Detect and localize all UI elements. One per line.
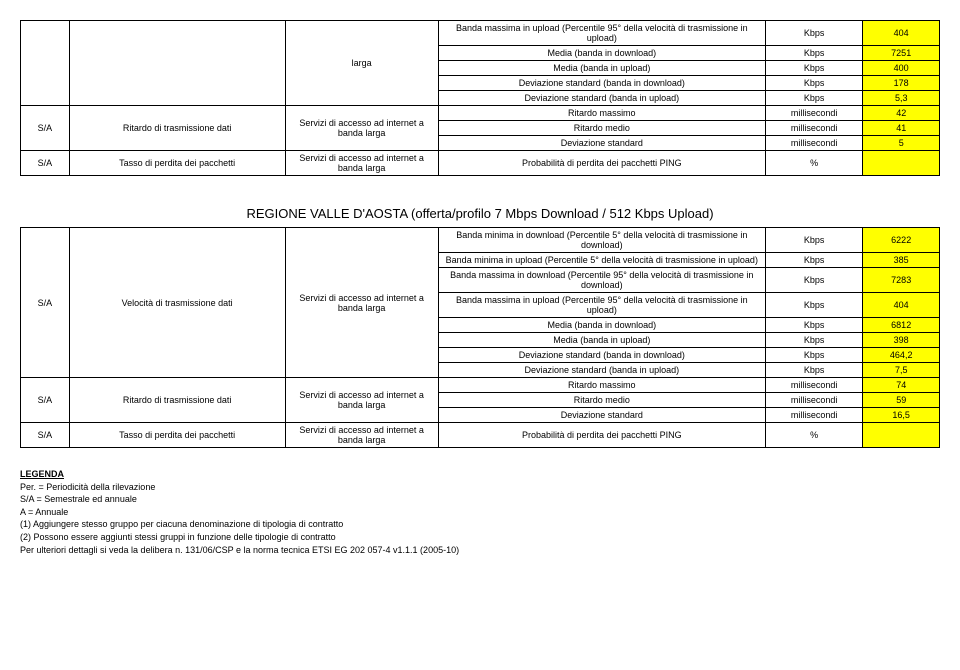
cell-service: larga	[285, 21, 438, 106]
table-row: S/A Ritardo di trasmissione dati Servizi…	[21, 378, 940, 393]
legend-line: (2) Possono essere aggiunti stessi grupp…	[20, 532, 336, 542]
cell-desc: Ritardo massimo	[438, 106, 765, 121]
cell-val: 59	[863, 393, 940, 408]
cell-unit: Kbps	[765, 293, 862, 318]
cell-unit: millisecondi	[765, 106, 862, 121]
cell-indicator: Velocità di trasmissione dati	[69, 228, 285, 378]
legend-line: (1) Aggiungere stesso gruppo per ciacuna…	[20, 519, 343, 529]
cell-desc: Banda minima in upload (Percentile 5° de…	[438, 253, 765, 268]
cell-val	[863, 151, 940, 176]
cell-desc: Media (banda in download)	[438, 46, 765, 61]
table-1: larga Banda massima in upload (Percentil…	[20, 20, 940, 176]
table-row: S/A Velocità di trasmissione dati Serviz…	[21, 228, 940, 253]
cell-unit: Kbps	[765, 348, 862, 363]
cell-val	[863, 423, 940, 448]
cell-per: S/A	[21, 378, 70, 423]
cell-desc: Deviazione standard	[438, 136, 765, 151]
table-row: S/A Tasso di perdita dei pacchetti Servi…	[21, 423, 940, 448]
cell-val: 400	[863, 61, 940, 76]
cell-service: Servizi di accesso ad internet a banda l…	[285, 151, 438, 176]
cell-unit: millisecondi	[765, 136, 862, 151]
cell-indicator: Ritardo di trasmissione dati	[69, 106, 285, 151]
cell-desc: Banda minima in download (Percentile 5° …	[438, 228, 765, 253]
cell-unit: Kbps	[765, 333, 862, 348]
cell-unit: Kbps	[765, 363, 862, 378]
cell-unit: %	[765, 151, 862, 176]
cell-unit: Kbps	[765, 76, 862, 91]
cell-unit: %	[765, 423, 862, 448]
cell-service: Servizi di accesso ad internet a banda l…	[285, 228, 438, 378]
cell-unit: Kbps	[765, 61, 862, 76]
table-row: S/A Ritardo di trasmissione dati Servizi…	[21, 106, 940, 121]
cell-unit: millisecondi	[765, 121, 862, 136]
legend: LEGENDA Per. = Periodicità della rilevaz…	[20, 468, 940, 556]
cell-val: 16,5	[863, 408, 940, 423]
cell-indicator	[69, 21, 285, 106]
cell-val: 74	[863, 378, 940, 393]
legend-line: S/A = Semestrale ed annuale	[20, 494, 137, 504]
legend-line: Per ulteriori dettagli si veda la delibe…	[20, 545, 459, 555]
cell-desc: Media (banda in upload)	[438, 61, 765, 76]
cell-val: 6222	[863, 228, 940, 253]
cell-desc: Deviazione standard (banda in upload)	[438, 363, 765, 378]
cell-desc: Media (banda in download)	[438, 318, 765, 333]
section-title: REGIONE VALLE D'AOSTA (offerta/profilo 7…	[20, 206, 940, 221]
cell-desc: Media (banda in upload)	[438, 333, 765, 348]
cell-unit: millisecondi	[765, 408, 862, 423]
cell-desc: Deviazione standard	[438, 408, 765, 423]
cell-unit: Kbps	[765, 253, 862, 268]
cell-desc: Ritardo medio	[438, 393, 765, 408]
cell-val: 404	[863, 21, 940, 46]
cell-val: 404	[863, 293, 940, 318]
cell-val: 5,3	[863, 91, 940, 106]
cell-desc: Probabilità di perdita dei pacchetti PIN…	[438, 423, 765, 448]
cell-per: S/A	[21, 106, 70, 151]
cell-desc: Banda massima in upload (Percentile 95° …	[438, 293, 765, 318]
cell-unit: Kbps	[765, 46, 862, 61]
table-row: S/A Tasso di perdita dei pacchetti Servi…	[21, 151, 940, 176]
cell-val: 42	[863, 106, 940, 121]
cell-val: 398	[863, 333, 940, 348]
cell-desc: Deviazione standard (banda in download)	[438, 76, 765, 91]
cell-desc: Deviazione standard (banda in download)	[438, 348, 765, 363]
legend-line: A = Annuale	[20, 507, 68, 517]
table-2: S/A Velocità di trasmissione dati Serviz…	[20, 227, 940, 448]
cell-unit: millisecondi	[765, 393, 862, 408]
legend-title: LEGENDA	[20, 469, 64, 479]
cell-val: 7251	[863, 46, 940, 61]
cell-indicator: Tasso di perdita dei pacchetti	[69, 151, 285, 176]
cell-service: Servizi di accesso ad internet a banda l…	[285, 378, 438, 423]
cell-unit: Kbps	[765, 91, 862, 106]
cell-unit: Kbps	[765, 21, 862, 46]
cell-indicator: Tasso di perdita dei pacchetti	[69, 423, 285, 448]
cell-val: 178	[863, 76, 940, 91]
cell-unit: millisecondi	[765, 378, 862, 393]
cell-desc: Ritardo massimo	[438, 378, 765, 393]
table-row: larga Banda massima in upload (Percentil…	[21, 21, 940, 46]
cell-val: 464,2	[863, 348, 940, 363]
cell-per	[21, 21, 70, 106]
cell-val: 6812	[863, 318, 940, 333]
cell-per: S/A	[21, 151, 70, 176]
cell-val: 5	[863, 136, 940, 151]
cell-unit: Kbps	[765, 228, 862, 253]
cell-val: 385	[863, 253, 940, 268]
legend-line: Per. = Periodicità della rilevazione	[20, 482, 155, 492]
cell-unit: Kbps	[765, 268, 862, 293]
cell-unit: Kbps	[765, 318, 862, 333]
cell-desc: Ritardo medio	[438, 121, 765, 136]
cell-service: Servizi di accesso ad internet a banda l…	[285, 106, 438, 151]
cell-desc: Banda massima in download (Percentile 95…	[438, 268, 765, 293]
cell-per: S/A	[21, 423, 70, 448]
cell-desc: Banda massima in upload (Percentile 95° …	[438, 21, 765, 46]
cell-per: S/A	[21, 228, 70, 378]
cell-desc: Probabilità di perdita dei pacchetti PIN…	[438, 151, 765, 176]
cell-val: 41	[863, 121, 940, 136]
cell-val: 7283	[863, 268, 940, 293]
cell-indicator: Ritardo di trasmissione dati	[69, 378, 285, 423]
cell-desc: Deviazione standard (banda in upload)	[438, 91, 765, 106]
cell-service: Servizi di accesso ad internet a banda l…	[285, 423, 438, 448]
cell-val: 7,5	[863, 363, 940, 378]
